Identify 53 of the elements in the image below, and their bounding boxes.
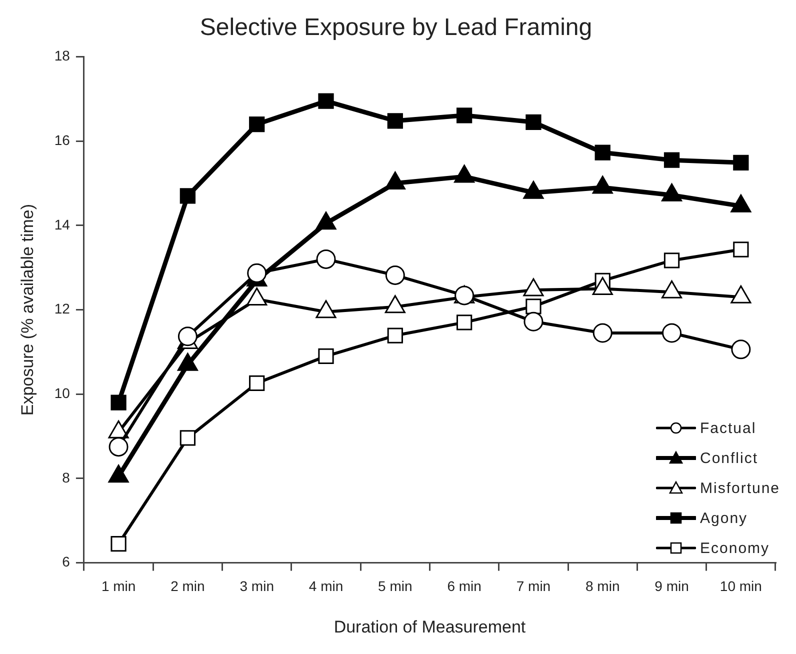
x-tick-label: 2 min [170, 578, 205, 594]
x-tick-label: 1 min [101, 578, 136, 594]
point [180, 188, 196, 204]
point [108, 437, 128, 457]
point [456, 108, 472, 124]
y-tick-label: 16 [54, 132, 70, 148]
legend-label: Conflict [700, 450, 758, 466]
point [733, 154, 749, 170]
y-tick-label: 8 [62, 469, 70, 486]
x-tick-label: 6 min [447, 578, 482, 594]
x-tick-label: 3 min [240, 578, 274, 594]
x-tick-label: 5 min [378, 578, 412, 594]
y-axis-title: Exposure (% available time) [18, 204, 37, 416]
x-tick-label: 10 min [720, 578, 762, 594]
point [249, 116, 265, 132]
y-tick-label: 18 [54, 48, 70, 64]
point [524, 312, 544, 332]
x-tick-label: 9 min [654, 578, 689, 594]
point [387, 328, 403, 344]
y-tick-label: 14 [54, 216, 70, 232]
point [318, 348, 334, 364]
point [318, 93, 334, 109]
point [662, 323, 682, 343]
legend-label: Misfortune [700, 480, 780, 496]
point [664, 152, 680, 168]
point [385, 265, 405, 285]
point [110, 536, 126, 552]
x-tick-label: 8 min [586, 578, 620, 594]
point [247, 263, 267, 283]
point [664, 252, 680, 268]
point [387, 113, 403, 129]
point [526, 298, 542, 314]
point [731, 340, 751, 360]
point [733, 242, 749, 258]
x-tick-label: 7 min [516, 578, 551, 594]
point [249, 375, 265, 391]
point [526, 114, 542, 130]
legend-label: Factual [700, 420, 756, 436]
legend-label: Economy [700, 540, 770, 556]
y-tick-label: 12 [54, 300, 70, 317]
point [110, 394, 126, 410]
chart-title: Selective Exposure by Lead Framing [200, 14, 592, 42]
point [594, 144, 610, 160]
point [178, 326, 198, 346]
legend-label: Agony [700, 510, 748, 526]
y-tick-label: 6 [62, 554, 70, 570]
point [456, 314, 472, 330]
x-tick-label: 4 min [308, 578, 344, 594]
point [180, 430, 196, 446]
point [592, 323, 612, 343]
point [316, 249, 336, 269]
y-tick-label: 10 [54, 384, 70, 401]
x-axis-title: Duration of Measurement [334, 617, 526, 636]
